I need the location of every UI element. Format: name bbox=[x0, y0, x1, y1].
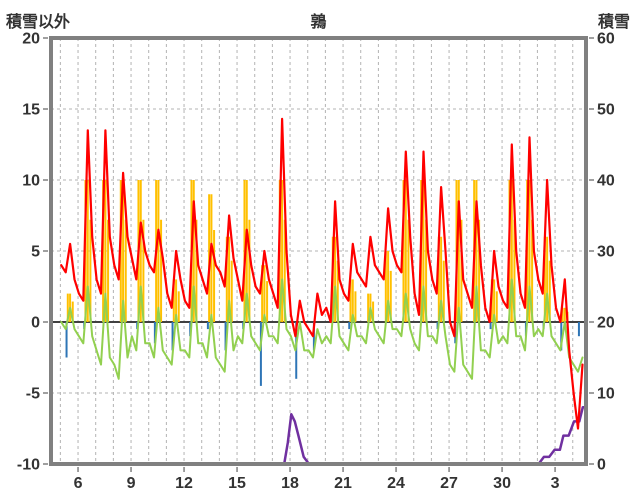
left-axis-tick-label: 20 bbox=[22, 31, 40, 48]
right-axis-tick-label: 40 bbox=[597, 173, 615, 190]
green-line bbox=[60, 278, 584, 380]
left-axis-tick-label: 5 bbox=[31, 244, 40, 261]
left-axis-tick-label: 10 bbox=[22, 173, 40, 190]
right-axis-tick-label: 0 bbox=[597, 457, 606, 474]
left-axis-tick-label: -5 bbox=[26, 386, 40, 403]
right-axis-tick-label: 10 bbox=[597, 386, 615, 403]
chart-title: 鶉 bbox=[310, 14, 327, 31]
x-axis-tick-label: 12 bbox=[175, 475, 193, 492]
right-axis-title: 積雪 bbox=[597, 14, 630, 31]
x-axis-tick-label: 6 bbox=[74, 475, 83, 492]
right-axis-tick-label: 50 bbox=[597, 102, 615, 119]
purple-line bbox=[275, 405, 588, 466]
right-axis-tick-label: 30 bbox=[597, 244, 615, 261]
x-axis-tick-label: 27 bbox=[440, 475, 458, 492]
x-axis-tick-label: 3 bbox=[551, 475, 560, 492]
red-line bbox=[60, 117, 584, 430]
x-axis-tick-label: 18 bbox=[281, 475, 299, 492]
plot-frame bbox=[49, 36, 588, 466]
right-axis-tick-label: 20 bbox=[597, 315, 615, 332]
x-axis-tick-label: 24 bbox=[387, 475, 405, 492]
x-axis-tick-label: 21 bbox=[334, 475, 352, 492]
left-axis-tick-label: -10 bbox=[17, 457, 40, 474]
left-axis-tick-label: 15 bbox=[22, 102, 40, 119]
x-axis-tick-label: 9 bbox=[127, 475, 136, 492]
left-axis-tick-label: 0 bbox=[31, 315, 40, 332]
right-axis-tick-label: 60 bbox=[597, 31, 615, 48]
x-axis-tick-label: 30 bbox=[493, 475, 511, 492]
x-axis-tick-label: 15 bbox=[228, 475, 246, 492]
left-axis-title: 積雪以外 bbox=[6, 14, 71, 31]
